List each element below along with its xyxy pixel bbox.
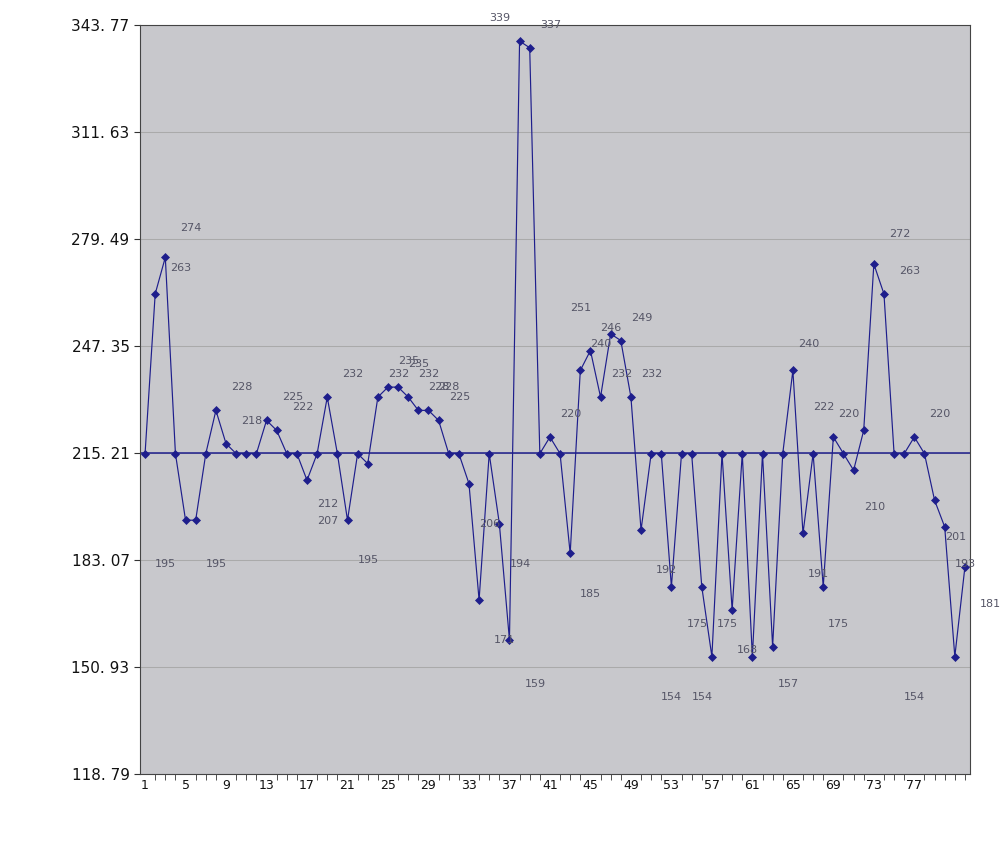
Text: 222: 222 [813, 402, 834, 412]
Text: 195: 195 [155, 558, 176, 569]
Text: 337: 337 [540, 20, 561, 29]
Text: 228: 228 [428, 383, 450, 393]
Text: 220: 220 [930, 409, 951, 419]
Text: 240: 240 [590, 339, 612, 349]
Text: 232: 232 [388, 369, 409, 379]
Text: 232: 232 [611, 369, 632, 379]
Text: 194: 194 [509, 558, 531, 569]
Text: 220: 220 [560, 409, 581, 419]
Text: 175: 175 [717, 619, 738, 628]
Text: 192: 192 [656, 565, 677, 575]
Text: 175: 175 [828, 619, 849, 628]
Text: 232: 232 [342, 369, 364, 379]
Text: 185: 185 [580, 589, 601, 599]
Text: 249: 249 [631, 313, 652, 323]
Text: 195: 195 [206, 558, 227, 569]
Text: 222: 222 [292, 402, 313, 412]
Text: 159: 159 [525, 679, 546, 689]
Text: 193: 193 [955, 558, 976, 569]
Text: 232: 232 [641, 369, 662, 379]
Text: 246: 246 [601, 323, 622, 332]
Text: 263: 263 [899, 266, 920, 276]
Text: 191: 191 [808, 569, 829, 579]
Text: 228: 228 [439, 383, 460, 393]
Text: 220: 220 [838, 409, 860, 419]
Text: 195: 195 [358, 555, 379, 565]
Text: 232: 232 [418, 369, 440, 379]
Text: 218: 218 [241, 415, 262, 426]
Text: 171: 171 [494, 635, 515, 645]
Text: 212: 212 [317, 499, 338, 509]
Text: 154: 154 [904, 692, 925, 702]
Text: 240: 240 [798, 339, 819, 349]
Text: 251: 251 [570, 303, 591, 313]
Text: 274: 274 [180, 223, 202, 233]
Text: 210: 210 [864, 502, 885, 512]
Text: 207: 207 [317, 516, 338, 526]
Text: 225: 225 [282, 393, 303, 402]
Text: 225: 225 [449, 393, 470, 402]
Text: 175: 175 [687, 619, 708, 628]
Text: 235: 235 [398, 356, 419, 366]
Text: 168: 168 [737, 645, 758, 655]
Text: 154: 154 [661, 692, 682, 702]
Text: 181: 181 [980, 599, 1000, 609]
Text: 201: 201 [945, 532, 966, 542]
Text: 235: 235 [408, 359, 429, 369]
Text: 339: 339 [489, 13, 510, 24]
Text: 263: 263 [170, 262, 191, 272]
Text: 154: 154 [692, 692, 713, 702]
Text: 272: 272 [889, 230, 910, 240]
Text: 206: 206 [479, 519, 500, 529]
Text: 157: 157 [778, 679, 799, 689]
Text: 228: 228 [231, 383, 252, 393]
